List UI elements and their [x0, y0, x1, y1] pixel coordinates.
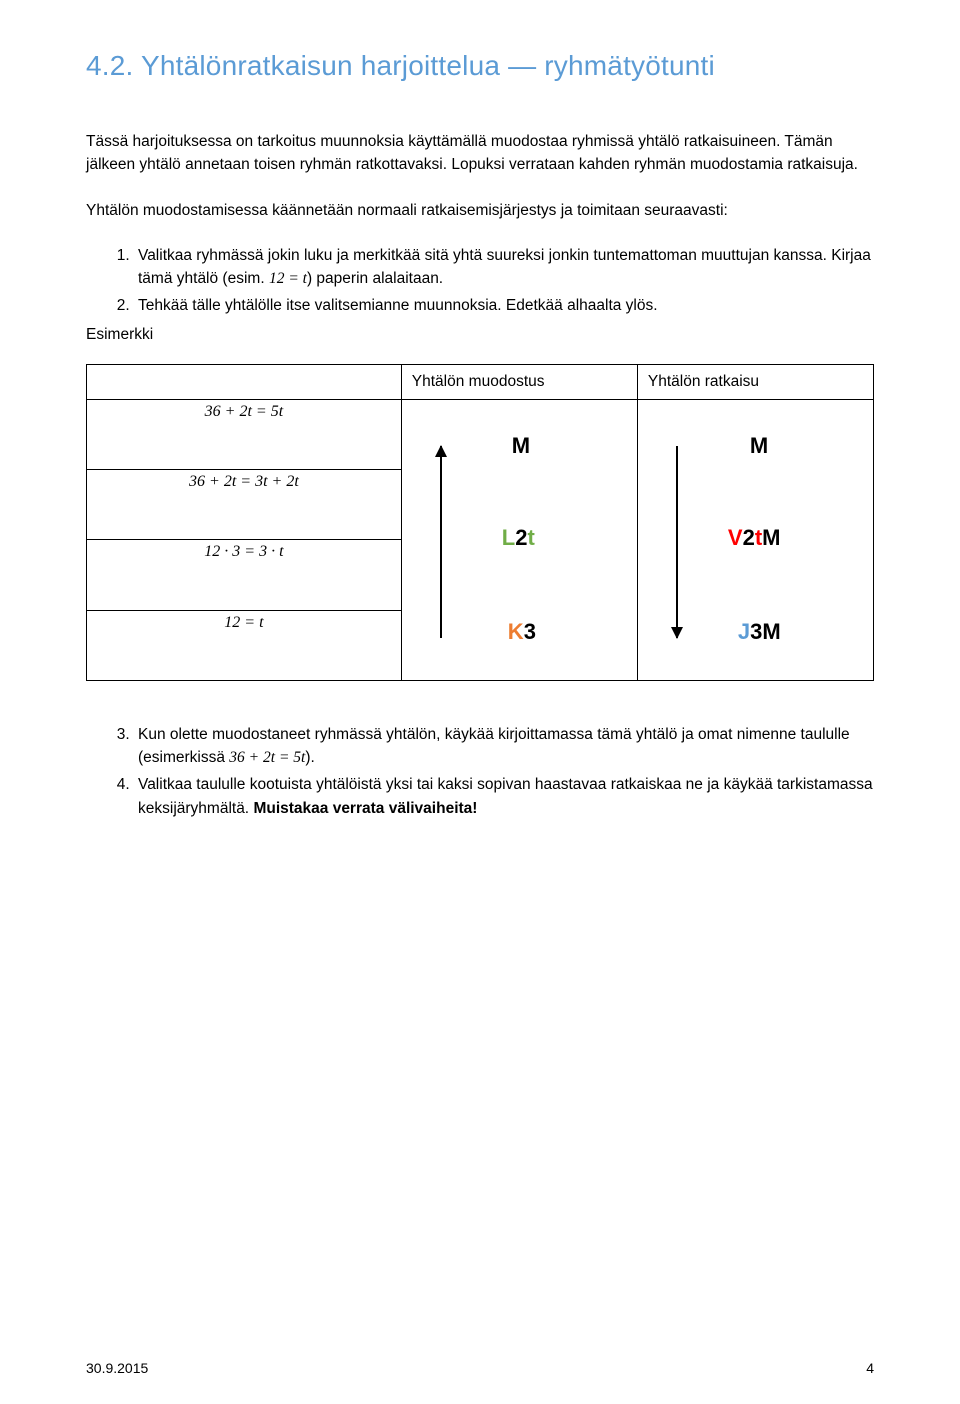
page-footer: 30.9.2015 4: [86, 1360, 874, 1376]
list-item: Kun olette muodostaneet ryhmässä yhtälön…: [134, 723, 874, 770]
intro-paragraph-1: Tässä harjoituksessa on tarkoitus muunno…: [86, 130, 874, 177]
step-1-text-a: Valitkaa ryhmässä jokin luku ja merkitkä…: [138, 247, 871, 287]
op-M: M: [512, 430, 530, 462]
step-3-eq: 36 + 2t = 5t: [229, 749, 305, 766]
arrow-up-icon: [440, 446, 442, 638]
op-M: M: [750, 430, 768, 462]
example-table: Yhtälön muodostus Yhtälön ratkaisu 36 + …: [86, 364, 874, 681]
op-J3M: J3M: [738, 616, 781, 648]
table-row: Yhtälön muodostus Yhtälön ratkaisu: [87, 364, 874, 399]
steps-list-2: Kun olette muodostaneet ryhmässä yhtälön…: [86, 723, 874, 820]
equation-cell: 12 · 3 = 3 · t: [87, 540, 402, 610]
arrow-down-icon: [676, 446, 678, 638]
list-item: Tehkää tälle yhtälölle itse valitsemiann…: [134, 294, 874, 317]
col-header-form: Yhtälön muodostus: [401, 364, 637, 399]
steps-list-1: Valitkaa ryhmässä jokin luku ja merkitkä…: [86, 244, 874, 318]
equation-cell: 36 + 2t = 3t + 2t: [87, 470, 402, 540]
solve-action-cell: M V2tM J3M: [637, 399, 873, 680]
step-4-text: Valitkaa taululle kootuista yhtälöistä y…: [138, 776, 873, 816]
step-1-text-b: ) paperin alalaitaan.: [307, 270, 443, 287]
empty-header: [87, 364, 402, 399]
step-3-text-b: ).: [305, 749, 314, 766]
section-heading: 4.2. Yhtälönratkaisun harjoittelua — ryh…: [86, 50, 874, 82]
list-item: Valitkaa taululle kootuista yhtälöistä y…: [134, 773, 874, 820]
op-K3: K3: [508, 616, 536, 648]
list-item: Valitkaa ryhmässä jokin luku ja merkitkä…: [134, 244, 874, 291]
footer-date: 30.9.2015: [86, 1360, 148, 1376]
op-V2tM: V2tM: [728, 522, 781, 554]
example-label: Esimerkki: [86, 326, 874, 344]
equation-cell: 12 = t: [87, 610, 402, 680]
intro-paragraph-2: Yhtälön muodostamisessa käännetään norma…: [86, 199, 874, 222]
table-row: 36 + 2t = 5t M L2t K3 M V2tM J3M: [87, 399, 874, 469]
col-header-solve: Yhtälön ratkaisu: [637, 364, 873, 399]
equation-cell: 36 + 2t = 5t: [87, 399, 402, 469]
op-L2t: L2t: [502, 522, 535, 554]
form-action-cell: M L2t K3: [401, 399, 637, 680]
step-1-eq: 12 = t: [269, 270, 307, 287]
footer-page: 4: [866, 1360, 874, 1376]
